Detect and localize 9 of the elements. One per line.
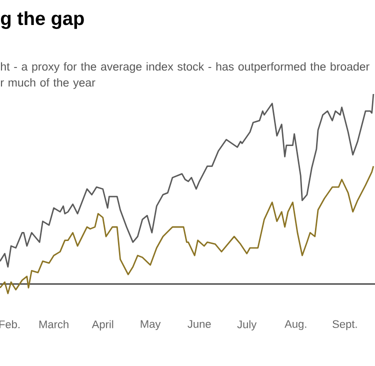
chart-subtitle: ht - a proxy for the average index stock - has outperformed the broader r much of the year (0, 62, 370, 89)
chart-title: g the gap (0, 11, 84, 29)
x-tick-label: March (39, 320, 68, 328)
x-tick-label: Sept. (332, 320, 357, 330)
x-tick-label: Aug. (284, 320, 306, 330)
x-tick-label: June (188, 320, 211, 328)
x-tick-label: May (140, 320, 161, 330)
x-tick-label: July (237, 320, 257, 330)
x-tick-label: April (92, 320, 114, 330)
